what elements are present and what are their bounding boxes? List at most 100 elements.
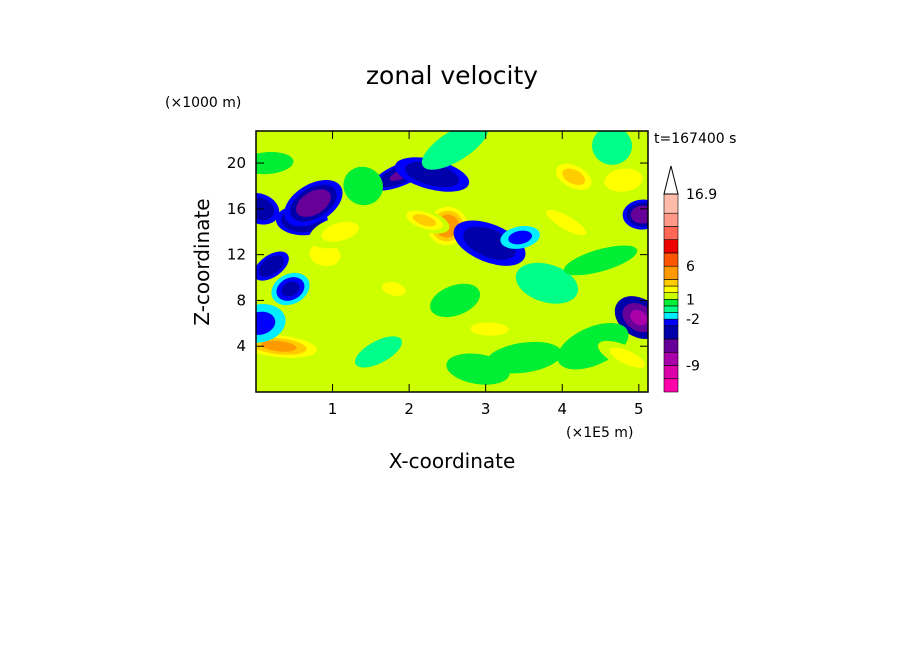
x-tick-label: 5 bbox=[634, 400, 644, 418]
contour-level bbox=[515, 262, 579, 304]
heatmap-feature bbox=[256, 303, 286, 343]
contour-level bbox=[508, 230, 532, 245]
x-axis-label: X-coordinate bbox=[389, 449, 516, 473]
colorbar-swatch bbox=[663, 351, 679, 366]
colorbar-swatch bbox=[663, 193, 679, 214]
colorbar-swatch bbox=[663, 318, 679, 327]
colorbar-label: 1 bbox=[686, 292, 695, 308]
heatmap-feature bbox=[457, 318, 522, 341]
contour-level bbox=[563, 245, 638, 276]
heatmap-feature bbox=[515, 262, 579, 304]
colorbar-label: -9 bbox=[686, 359, 700, 375]
contour-level bbox=[486, 341, 562, 374]
time-label: t=167400 s bbox=[654, 131, 736, 147]
plot-frame bbox=[255, 130, 649, 393]
contour-level bbox=[412, 214, 437, 227]
chart-title: zonal velocity bbox=[366, 61, 538, 90]
contour-level bbox=[470, 322, 509, 336]
heatmap-feature bbox=[486, 341, 562, 374]
contour-level bbox=[281, 281, 300, 297]
heatmap-feature bbox=[256, 251, 289, 281]
y-tick-label: 20 bbox=[227, 154, 246, 172]
heatmap-feature bbox=[284, 179, 343, 227]
heatmap-feature bbox=[256, 334, 317, 358]
heatmap-feature bbox=[374, 277, 414, 301]
heatmap-feature bbox=[597, 340, 648, 375]
colorbar-swatch bbox=[663, 305, 679, 313]
y-tick-label: 4 bbox=[236, 337, 246, 355]
contour-level bbox=[301, 193, 326, 213]
heatmap-feature bbox=[430, 283, 481, 318]
x-tick-label: 3 bbox=[481, 400, 491, 418]
contour-level bbox=[321, 221, 359, 242]
heatmap-feature bbox=[622, 199, 648, 230]
colorbar-swatch bbox=[663, 252, 679, 267]
contour-level bbox=[263, 259, 280, 273]
y-tick-label: 12 bbox=[227, 246, 246, 264]
heatmap-feature bbox=[549, 159, 599, 195]
heatmap-feature bbox=[343, 166, 383, 206]
heatmap-feature bbox=[256, 151, 294, 175]
colorbar-swatch bbox=[663, 239, 679, 254]
contour-level bbox=[630, 309, 648, 326]
contour-level bbox=[414, 166, 450, 183]
heatmap-feature bbox=[532, 201, 600, 244]
heatmap-feature bbox=[395, 157, 470, 192]
y-axis-ticks: 4 8 12 16 20 bbox=[227, 154, 648, 355]
heatmap-feature bbox=[592, 131, 633, 165]
heatmap-feature bbox=[399, 207, 450, 234]
contour-level bbox=[430, 283, 481, 318]
colorbar-swatch bbox=[663, 378, 679, 393]
contour-level bbox=[421, 131, 489, 170]
heatmap-feature bbox=[614, 296, 648, 340]
heatmap-feature bbox=[591, 160, 648, 200]
y-tick-label: 8 bbox=[236, 291, 246, 309]
contour-level bbox=[256, 151, 294, 175]
colorbar-swatch bbox=[663, 285, 679, 293]
contour-level bbox=[472, 232, 507, 254]
x-axis-ticks: 1 2 3 4 5 bbox=[328, 131, 644, 418]
contour-level bbox=[592, 131, 633, 165]
contour-level bbox=[382, 281, 406, 296]
y-unit-label: (×1000 m) bbox=[165, 95, 241, 111]
colorbar-swatch bbox=[663, 298, 679, 307]
colorbar-swatch bbox=[663, 325, 679, 340]
y-tick-label: 16 bbox=[227, 200, 246, 218]
contour-level bbox=[634, 208, 648, 221]
heatmap-feature bbox=[309, 215, 372, 249]
contour-level bbox=[343, 166, 383, 206]
colorbar-label: -2 bbox=[686, 312, 700, 328]
heatmap-feature bbox=[421, 131, 489, 170]
contour-level bbox=[309, 243, 341, 267]
colorbar-swatch bbox=[663, 279, 679, 287]
colorbar: 16.9 6 1 -2 -9 bbox=[663, 165, 717, 393]
contour-level bbox=[546, 209, 587, 236]
heatmap-plot-area bbox=[255, 130, 649, 393]
colorbar-swatch bbox=[663, 212, 679, 227]
colorbar-swatch bbox=[663, 226, 679, 240]
heatmap-feature bbox=[271, 272, 310, 306]
y-axis-label: Z-coordinate bbox=[190, 198, 214, 325]
heatmap-feature bbox=[354, 336, 403, 368]
x-tick-label: 4 bbox=[557, 400, 567, 418]
colorbar-label: 6 bbox=[686, 259, 695, 275]
colorbar-swatch bbox=[663, 312, 679, 320]
colorbar-swatch bbox=[663, 292, 679, 300]
contour-level bbox=[354, 336, 403, 368]
contour-level bbox=[609, 347, 645, 368]
colorbar-swatch bbox=[663, 265, 679, 280]
colorbar-label: 16.9 bbox=[686, 187, 717, 203]
contour-level bbox=[604, 168, 643, 192]
heatmap-feature bbox=[500, 226, 540, 249]
colorbar-extend-arrow bbox=[663, 165, 679, 195]
heatmap-feature bbox=[563, 245, 638, 276]
colorbar-swatch bbox=[663, 338, 679, 353]
x-tick-label: 2 bbox=[404, 400, 414, 418]
contour-level bbox=[256, 311, 276, 335]
contour-level bbox=[562, 168, 586, 186]
x-unit-label: (×1E5 m) bbox=[566, 425, 633, 441]
colorbar-swatch bbox=[663, 365, 679, 380]
contour-level bbox=[261, 340, 297, 352]
x-tick-label: 1 bbox=[328, 400, 338, 418]
